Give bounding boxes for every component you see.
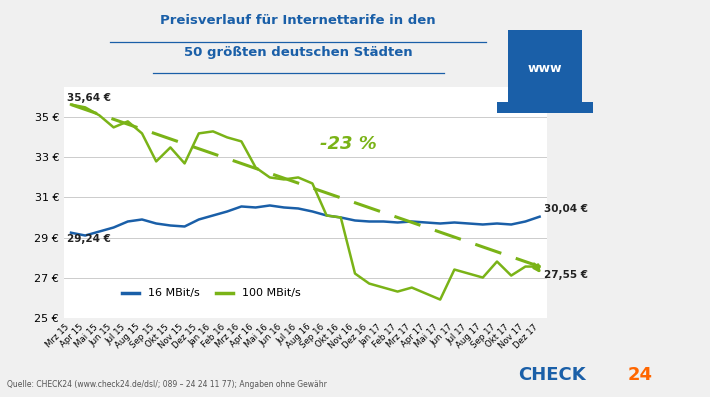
Text: 29,24 €: 29,24 € [67, 234, 111, 244]
Text: 27,55 €: 27,55 € [544, 270, 588, 279]
Text: 35,64 €: 35,64 € [67, 93, 111, 102]
Legend: 16 MBit/s, 100 MBit/s: 16 MBit/s, 100 MBit/s [118, 284, 305, 303]
Text: Preisverlauf für Internettarife in den: Preisverlauf für Internettarife in den [160, 14, 436, 27]
Text: -23 %: -23 % [320, 135, 376, 153]
Text: 50 größten deutschen Städten: 50 größten deutschen Städten [184, 46, 413, 59]
Text: CHECK: CHECK [518, 366, 586, 384]
Text: www: www [528, 62, 562, 75]
Text: 30,04 €: 30,04 € [544, 204, 588, 214]
Text: Quelle: CHECK24 (www.check24.de/dsl/; 089 – 24 24 11 77); Angaben ohne Gewähr: Quelle: CHECK24 (www.check24.de/dsl/; 08… [7, 380, 327, 389]
Text: 24: 24 [628, 366, 652, 384]
